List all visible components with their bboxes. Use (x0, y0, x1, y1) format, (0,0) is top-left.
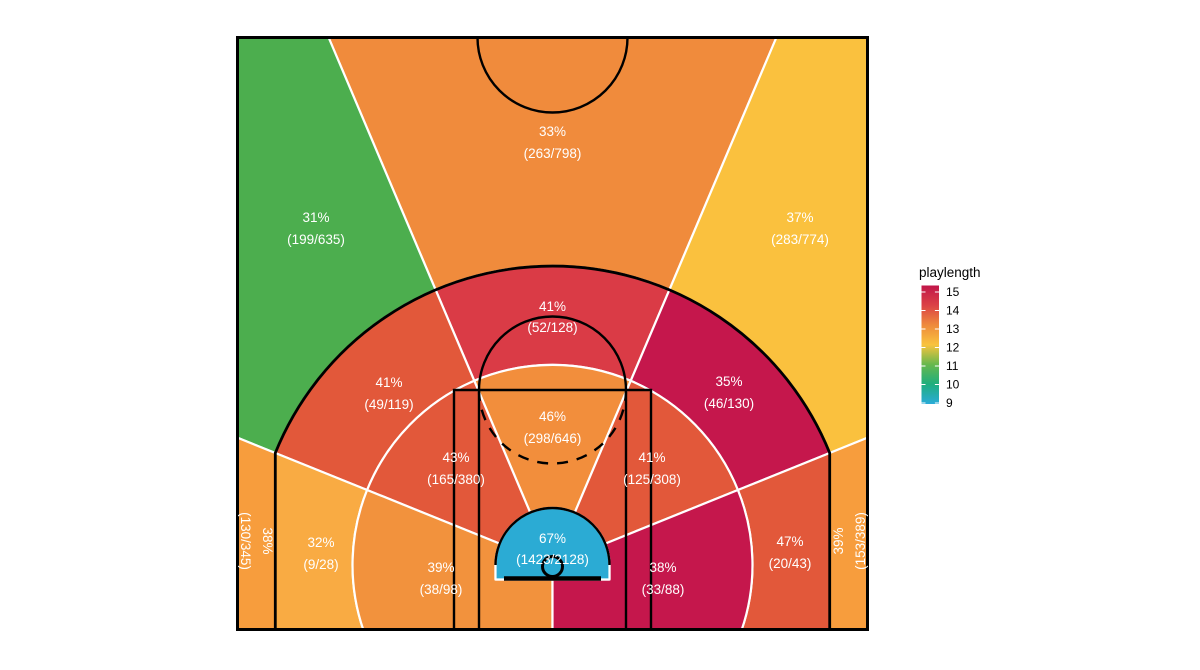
label-midrange-right-frac: (46/130) (704, 396, 754, 411)
legend-title: playlength (919, 265, 981, 280)
label-corner-right-3-frac: (153/389) (853, 512, 868, 570)
label-right-wing-3-pct: 37% (786, 210, 813, 225)
label-left-wing-3-pct: 31% (302, 210, 329, 225)
label-midrange-right-pct: 35% (715, 374, 742, 389)
zone-areas (235, 35, 870, 632)
label-left-wing-3-frac: (199/635) (287, 232, 345, 247)
legend-tick-10: 10 (946, 378, 960, 392)
label-midrange-left-pct: 41% (375, 375, 402, 390)
label-paint-left-pct: 43% (442, 450, 469, 465)
legend: playlength 15 14 13 12 11 10 9 (919, 265, 981, 410)
label-baseline-right-inner-pct: 38% (649, 560, 676, 575)
court-lines (236, 36, 869, 631)
label-restricted-area-frac: (1423/2128) (516, 552, 589, 567)
center-circle-arc (476, 37, 629, 114)
restricted-area-arc (494, 506, 611, 566)
label-baseline-right-outer-frac: (20/43) (769, 556, 812, 571)
three-point-line (273, 264, 832, 629)
label-corner-left-3-pct: 38% (260, 527, 275, 554)
legend-tick-marks (921, 291, 939, 404)
legend-tick-9: 9 (946, 396, 953, 410)
court-border (236, 36, 869, 631)
label-paint-right-pct: 41% (638, 450, 665, 465)
label-midrange-left-frac: (49/119) (364, 397, 413, 412)
label-corner-right-3-pct: 39% (831, 527, 846, 554)
label-corner-left-3-frac: (130/345) (238, 512, 253, 570)
label-paint-high-pct: 46% (539, 409, 566, 424)
free-throw-circle-top (477, 315, 628, 391)
label-corner-left-3: 38% (130/345) (238, 512, 275, 570)
label-right-wing-3-frac: (283/774) (771, 232, 829, 247)
label-top-of-key-frac: (52/128) (527, 320, 577, 335)
legend-tick-11: 11 (946, 359, 959, 373)
legend-gradient-bar (921, 285, 939, 404)
label-baseline-left-inner-pct: 39% (427, 560, 454, 575)
label-baseline-left-inner-frac: (38/98) (420, 582, 463, 597)
zone-labels: 33% (263/798) 31% (199/635) 37% (283/774… (238, 124, 868, 597)
lane-inner-lines (477, 390, 628, 629)
legend-tick-14: 14 (946, 304, 960, 318)
label-baseline-right-inner-frac: (33/88) (642, 582, 685, 597)
label-baseline-right-outer-pct: 47% (776, 534, 803, 549)
label-restricted-area-pct: 67% (539, 531, 566, 546)
legend-tick-12: 12 (946, 341, 960, 355)
legend-tick-13: 13 (946, 322, 960, 336)
label-top-3-pct: 33% (539, 124, 566, 139)
label-corner-right-3: 39% (153/389) (831, 512, 868, 570)
label-top-of-key-pct: 41% (539, 299, 566, 314)
label-baseline-left-outer-frac: (9/28) (303, 557, 338, 572)
label-paint-left-frac: (165/380) (427, 472, 485, 487)
label-top-3-frac: (263/798) (524, 146, 582, 161)
label-baseline-left-outer-pct: 32% (307, 535, 334, 550)
legend-tick-15: 15 (946, 285, 960, 299)
rim-circle (541, 555, 564, 578)
lane-outer-lines (452, 388, 653, 629)
label-paint-high-frac: (298/646) (524, 431, 582, 446)
label-paint-right-frac: (125/308) (623, 472, 681, 487)
